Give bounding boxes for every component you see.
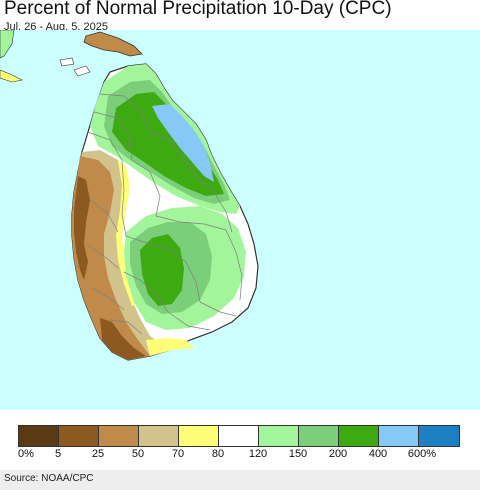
south-yellow: [146, 338, 194, 356]
legend-label: 200: [328, 448, 348, 460]
legend-label: 70: [171, 448, 185, 460]
legend-swatch: [219, 426, 259, 446]
north-dark-green: [112, 92, 224, 196]
legend-swatch: [339, 426, 379, 446]
district-borders: [85, 93, 243, 335]
legend-label: 120: [248, 448, 268, 460]
legend-swatch: [259, 426, 299, 446]
legend-label: 600%: [407, 448, 437, 460]
legend-label: 150: [288, 448, 308, 460]
legend-label: 80: [211, 448, 225, 460]
northeast-blue: [152, 104, 214, 182]
legend-swatch: [299, 426, 339, 446]
west-light-brown-band: [72, 156, 150, 360]
southwest-brown: [100, 318, 146, 360]
precipitation-map: [0, 30, 480, 410]
legend-swatch: [19, 426, 59, 446]
legend-label: 400: [368, 448, 388, 460]
west-yellow-strip: [116, 160, 138, 306]
legend-swatch: [379, 426, 419, 446]
legend-label: 50: [131, 448, 145, 460]
legend-swatch: [179, 426, 219, 446]
west-brown-core: [74, 176, 90, 280]
source-credit: Source: NOAA/CPC: [4, 473, 94, 484]
mainland-fragment: [0, 30, 15, 59]
legend-swatch: [139, 426, 179, 446]
jaffna-peninsula: [83, 31, 143, 57]
legend-label: 5: [54, 448, 62, 460]
legend-swatch: [59, 426, 99, 446]
mainland-fragment-yellow: [0, 69, 23, 83]
legend-label: 0%: [18, 448, 34, 460]
map-title: Percent of Normal Precipitation 10-Day (…: [4, 0, 392, 19]
footer: Source: NOAA/CPC: [0, 470, 480, 490]
legend-label: 25: [91, 448, 105, 460]
legend-swatch: [99, 426, 139, 446]
legend-swatch: [419, 426, 459, 446]
northern-islands: [59, 57, 75, 67]
mannar-island: [73, 65, 91, 77]
legend-bar: [18, 425, 460, 447]
